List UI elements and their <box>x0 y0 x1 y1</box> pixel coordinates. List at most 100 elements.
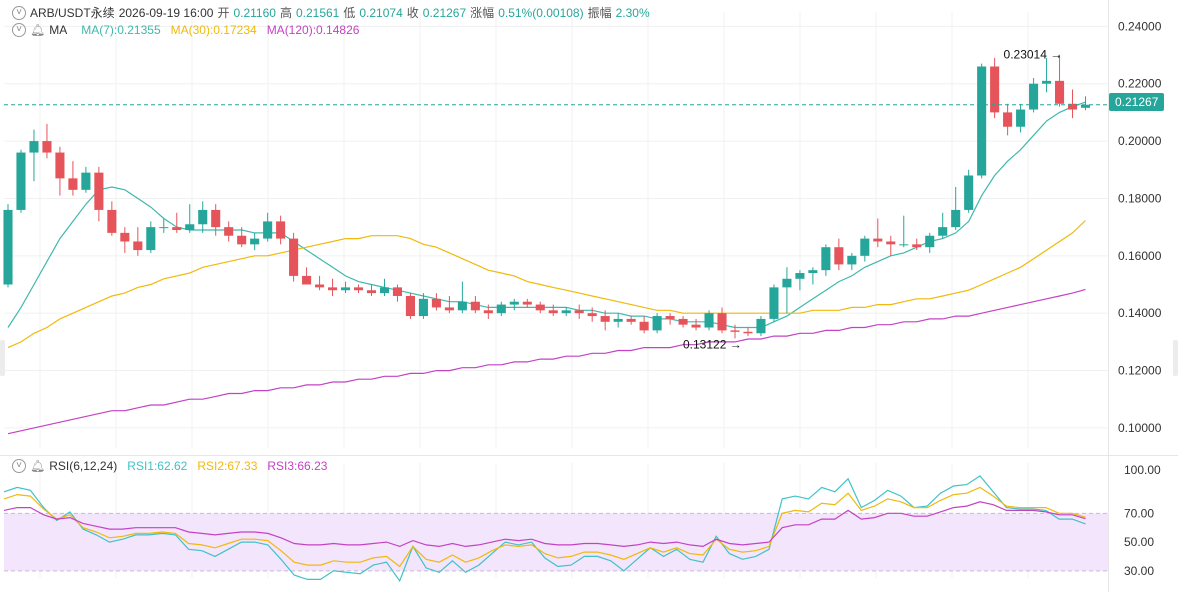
candle-up <box>263 221 273 239</box>
ma30-value: MA(30):0.17234 <box>170 23 257 37</box>
candle-down <box>120 232 130 242</box>
candle-down <box>678 318 688 325</box>
candle-down <box>353 287 364 291</box>
candle-down <box>483 310 493 314</box>
candle-down <box>548 310 558 314</box>
candle-down <box>133 241 143 251</box>
amplitude-value: 2.30% <box>615 5 650 20</box>
rsi1-value: RSI1:62.62 <box>127 459 188 473</box>
candle-up <box>496 304 506 314</box>
candle-down <box>717 313 727 331</box>
candle-up <box>457 301 467 311</box>
candle-up <box>418 298 428 317</box>
candle-down <box>55 152 65 179</box>
candle-up <box>159 227 169 229</box>
collapse-chevron-icon[interactable]: ˅ <box>12 5 26 20</box>
candle-up <box>769 287 779 319</box>
candle-down <box>328 287 338 291</box>
candle-datetime: 2026-09-19 16:00 <box>118 5 214 20</box>
candle-down <box>276 221 286 239</box>
candle-down <box>68 178 78 190</box>
low-label: 低 <box>343 6 356 20</box>
min-price-annotation: 0.13122 → <box>683 337 742 351</box>
candle-down <box>405 295 415 317</box>
candle-down <box>172 227 182 230</box>
high-label: 高 <box>279 6 292 20</box>
candle-up <box>756 318 766 334</box>
candle-down <box>639 321 649 331</box>
rsi-line-rsi3 <box>3 501 1086 548</box>
candle-up <box>16 152 26 210</box>
candle-up <box>29 141 39 153</box>
candle-up <box>899 244 909 246</box>
candle-up <box>652 316 662 331</box>
candle-down <box>315 284 325 288</box>
candle-down <box>743 331 753 334</box>
collapse-chevron-icon[interactable]: ˅ <box>12 23 26 37</box>
symbol-name: ARB/USDT永续 <box>30 6 115 20</box>
candle-down <box>289 238 299 276</box>
change-label: 涨幅 <box>470 6 495 20</box>
candle-up <box>509 301 519 305</box>
candle-up <box>951 209 961 228</box>
ma120-value: MA(120):0.14826 <box>266 23 360 37</box>
alarm-bell-icon[interactable]: 🔔︎ <box>30 23 46 37</box>
rsi3-value: RSI3:66.23 <box>267 459 328 473</box>
candle-up <box>938 227 948 236</box>
candle-down <box>626 318 636 322</box>
candle-down <box>990 66 1000 113</box>
ma-line-ma30 <box>7 220 1086 349</box>
candle-down <box>912 244 922 248</box>
candle-up <box>1016 109 1026 127</box>
rsi-line-rsi2 <box>3 486 1086 568</box>
candle-down <box>587 313 597 317</box>
right-scroll-handle[interactable] <box>1173 340 1178 376</box>
rsi2-value: RSI2:67.33 <box>197 459 258 473</box>
candle-down <box>366 290 377 294</box>
candle-down <box>1003 112 1013 127</box>
candle-down <box>302 275 312 285</box>
candle-down <box>470 301 480 311</box>
candle-up <box>977 66 987 176</box>
rsi-band <box>4 513 1108 571</box>
candle-up <box>146 227 156 251</box>
candle-down <box>1055 80 1065 104</box>
close-label: 收 <box>406 6 419 20</box>
high-value: 0.21561 <box>295 5 340 20</box>
candle-up <box>81 172 91 190</box>
ma-line-ma120 <box>7 288 1086 435</box>
low-value: 0.21074 <box>359 5 403 20</box>
candle-up <box>1029 83 1039 110</box>
price-tick-label: 0.10000 <box>1118 421 1162 435</box>
rsi-tick-label: 50.00 <box>1124 535 1154 549</box>
candle-down <box>224 227 234 236</box>
candle-down <box>1067 103 1078 110</box>
candle-down <box>691 324 701 328</box>
collapse-chevron-icon[interactable]: ˅ <box>12 459 26 473</box>
candle-up <box>704 313 714 328</box>
price-tick-label: 0.16000 <box>1118 249 1162 263</box>
price-tick-label: 0.20000 <box>1118 134 1162 148</box>
price-tick-label: 0.24000 <box>1118 19 1162 33</box>
amplitude-label: 振幅 <box>587 6 612 20</box>
candle-up <box>198 209 208 225</box>
price-tick-label: 0.22000 <box>1118 77 1162 91</box>
candle-down <box>535 304 545 311</box>
candle-up <box>250 238 260 245</box>
candle-up <box>808 270 818 274</box>
candle-up <box>795 273 805 279</box>
candle-down <box>237 235 247 245</box>
rsi-tick-label: 70.00 <box>1124 506 1154 520</box>
ma7-value: MA(7):0.21355 <box>81 23 161 37</box>
change-value: 0.51%(0.00108) <box>498 5 584 20</box>
left-scroll-handle[interactable] <box>0 340 5 376</box>
ma-label[interactable]: MA <box>49 23 68 37</box>
candle-up <box>964 175 974 210</box>
candle-up <box>561 310 571 314</box>
price-tick-label: 0.14000 <box>1118 306 1162 320</box>
rsi-tick-label: 100.00 <box>1124 463 1161 477</box>
alarm-bell-icon[interactable]: 🔔︎ <box>30 459 46 473</box>
candle-down <box>444 307 454 311</box>
rsi-label[interactable]: RSI(6,12,24) <box>49 459 118 473</box>
